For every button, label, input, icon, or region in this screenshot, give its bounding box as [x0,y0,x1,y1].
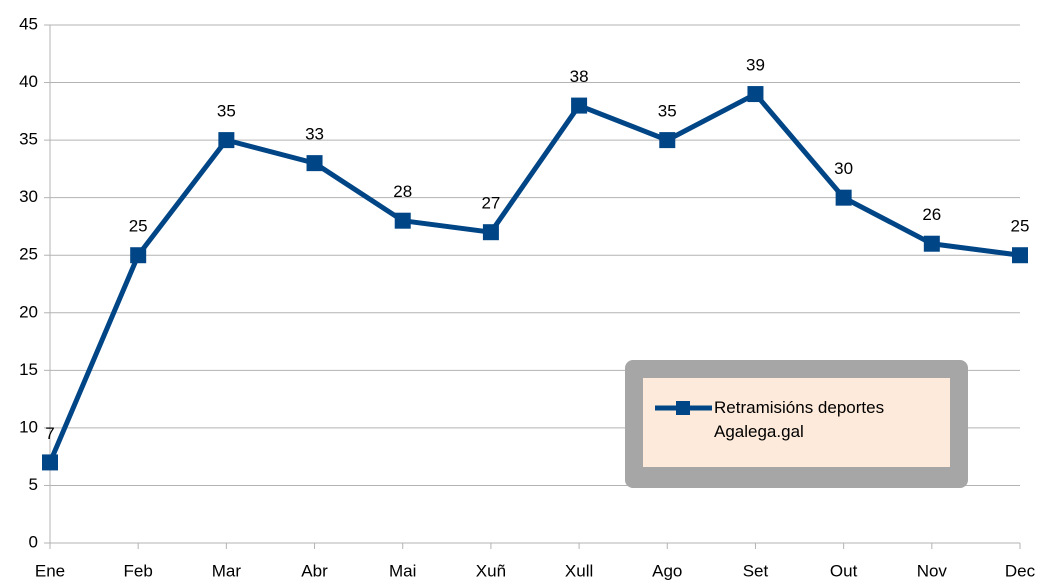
series-line [47,91,1021,464]
data-label: 38 [570,67,589,86]
y-tick-label: 25 [19,245,38,264]
y-tick-label: 15 [19,360,38,379]
marker [835,189,852,206]
x-tick-label: Xull [565,561,593,580]
y-tick-label: 35 [19,130,38,149]
y-tick-label: 20 [19,302,38,321]
data-label: 7 [45,424,54,443]
data-label: 28 [393,182,412,201]
marker [1012,247,1028,264]
marker [659,132,676,149]
x-tick-label: Ene [35,561,65,580]
marker [42,454,58,471]
y-tick-label: 10 [19,417,38,436]
x-tick-label: Mar [212,561,242,580]
data-label: 30 [834,159,853,178]
data-label: 27 [481,194,500,213]
x-tick-label: Ago [652,561,682,580]
legend-label-box: Retramisións deportes Agalega.gal [714,398,885,441]
x-tick-label: Feb [124,561,153,580]
y-tick-label: 40 [19,72,38,91]
x-tick-label: Set [743,561,769,580]
marker [306,155,323,172]
y-tick-label: 30 [19,187,38,206]
x-tick-label: Mai [389,561,416,580]
marker [923,235,940,252]
marker [218,132,235,149]
marker [482,224,499,241]
x-tick-label: Abr [301,561,328,580]
x-tick-label: Xuñ [476,561,506,580]
x-tick-label: Out [830,561,858,580]
marker [394,212,411,229]
data-label: 25 [1011,217,1030,236]
y-tick-label: 0 [29,532,38,551]
marker [130,247,147,264]
marker [747,86,764,103]
legend-label: Retramisións deportes Agalega.gal [714,398,885,441]
data-label: 33 [305,125,324,144]
data-label: 35 [658,102,677,121]
data-label: 39 [746,56,765,75]
y-tick-label: 5 [29,475,38,494]
x-tick-label: Dec [1005,561,1036,580]
legend-marker [676,401,690,415]
data-label: 25 [129,217,148,236]
data-label: 35 [217,102,236,121]
marker [571,97,588,114]
y-tick-label: 45 [19,14,38,33]
x-tick-label: Nov [917,561,948,580]
data-label: 26 [922,205,941,224]
legend-box [643,378,950,467]
